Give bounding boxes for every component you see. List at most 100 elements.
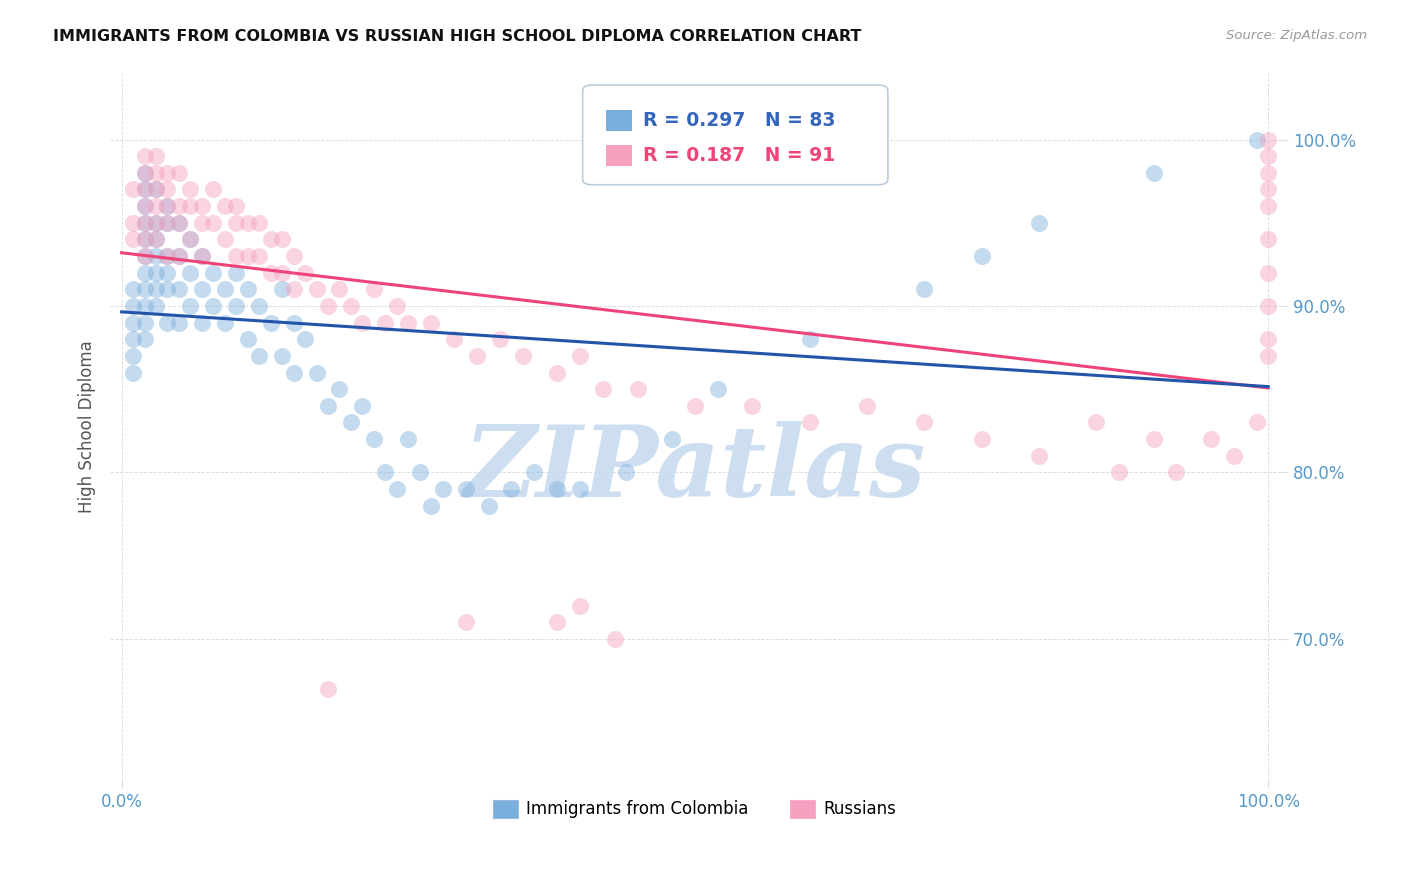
Russians [1257,232,1279,246]
Russians [569,349,592,363]
Immigrants from Colombia [122,316,145,330]
Immigrants from Colombia [167,216,190,230]
Russians [145,232,167,246]
Immigrants from Colombia [134,299,156,313]
Immigrants from Colombia [454,482,477,496]
Russians [134,232,156,246]
Immigrants from Colombia [145,282,167,296]
Immigrants from Colombia [134,199,156,213]
Immigrants from Colombia [340,416,363,430]
Immigrants from Colombia [191,316,214,330]
Immigrants from Colombia [156,316,179,330]
Russians [179,199,201,213]
Russians [546,615,568,630]
Immigrants from Colombia [156,199,179,213]
FancyBboxPatch shape [606,145,631,166]
Russians [247,249,270,263]
Russians [179,232,201,246]
Immigrants from Colombia [122,299,145,313]
Russians [1257,349,1279,363]
Russians [283,282,305,296]
Immigrants from Colombia [145,232,167,246]
Russians [283,249,305,263]
Immigrants from Colombia [156,282,179,296]
Russians [546,366,568,380]
Immigrants from Colombia [214,282,236,296]
Russians [191,249,214,263]
Immigrants from Colombia [1142,166,1164,180]
Russians [1257,182,1279,196]
Russians [1108,466,1130,480]
Russians [167,199,190,213]
Russians [1028,449,1050,463]
Immigrants from Colombia [156,216,179,230]
Russians [122,216,145,230]
Immigrants from Colombia [569,482,592,496]
Immigrants from Colombia [352,399,374,413]
Russians [214,232,236,246]
Russians [156,166,179,180]
Russians [202,182,225,196]
Immigrants from Colombia [167,249,190,263]
Immigrants from Colombia [134,249,156,263]
Immigrants from Colombia [661,432,683,446]
Immigrants from Colombia [202,299,225,313]
Immigrants from Colombia [363,432,385,446]
Russians [271,266,294,280]
Immigrants from Colombia [420,499,443,513]
Russians [134,166,156,180]
Immigrants from Colombia [396,432,419,446]
Russians [592,382,614,396]
Immigrants from Colombia [145,216,167,230]
Immigrants from Colombia [374,466,396,480]
Immigrants from Colombia [328,382,350,396]
Russians [1257,266,1279,280]
Russians [316,299,339,313]
Russians [1085,416,1108,430]
Immigrants from Colombia [134,216,156,230]
Russians [1257,166,1279,180]
Immigrants from Colombia [122,349,145,363]
Immigrants from Colombia [294,332,316,346]
Immigrants from Colombia [247,299,270,313]
FancyBboxPatch shape [606,110,631,131]
Russians [167,249,190,263]
Immigrants from Colombia [283,316,305,330]
Immigrants from Colombia [134,332,156,346]
Immigrants from Colombia [167,282,190,296]
Immigrants from Colombia [970,249,993,263]
Russians [294,266,316,280]
Immigrants from Colombia [179,232,201,246]
Russians [134,199,156,213]
Russians [603,632,626,646]
Russians [122,232,145,246]
Russians [569,599,592,613]
Immigrants from Colombia [225,266,247,280]
Russians [191,216,214,230]
Immigrants from Colombia [202,266,225,280]
Immigrants from Colombia [1028,216,1050,230]
Russians [156,249,179,263]
Immigrants from Colombia [156,266,179,280]
Russians [305,282,328,296]
Russians [191,199,214,213]
Immigrants from Colombia [260,316,283,330]
Russians [799,416,821,430]
Immigrants from Colombia [191,249,214,263]
Russians [340,299,363,313]
Immigrants from Colombia [225,299,247,313]
Immigrants from Colombia [134,316,156,330]
Immigrants from Colombia [799,332,821,346]
Russians [225,216,247,230]
Immigrants from Colombia [707,382,730,396]
Immigrants from Colombia [145,266,167,280]
Immigrants from Colombia [134,232,156,246]
Russians [167,166,190,180]
Russians [385,299,408,313]
Russians [1246,416,1268,430]
Russians [396,316,419,330]
FancyBboxPatch shape [582,85,887,185]
Russians [1257,132,1279,146]
Immigrants from Colombia [179,299,201,313]
Russians [145,199,167,213]
